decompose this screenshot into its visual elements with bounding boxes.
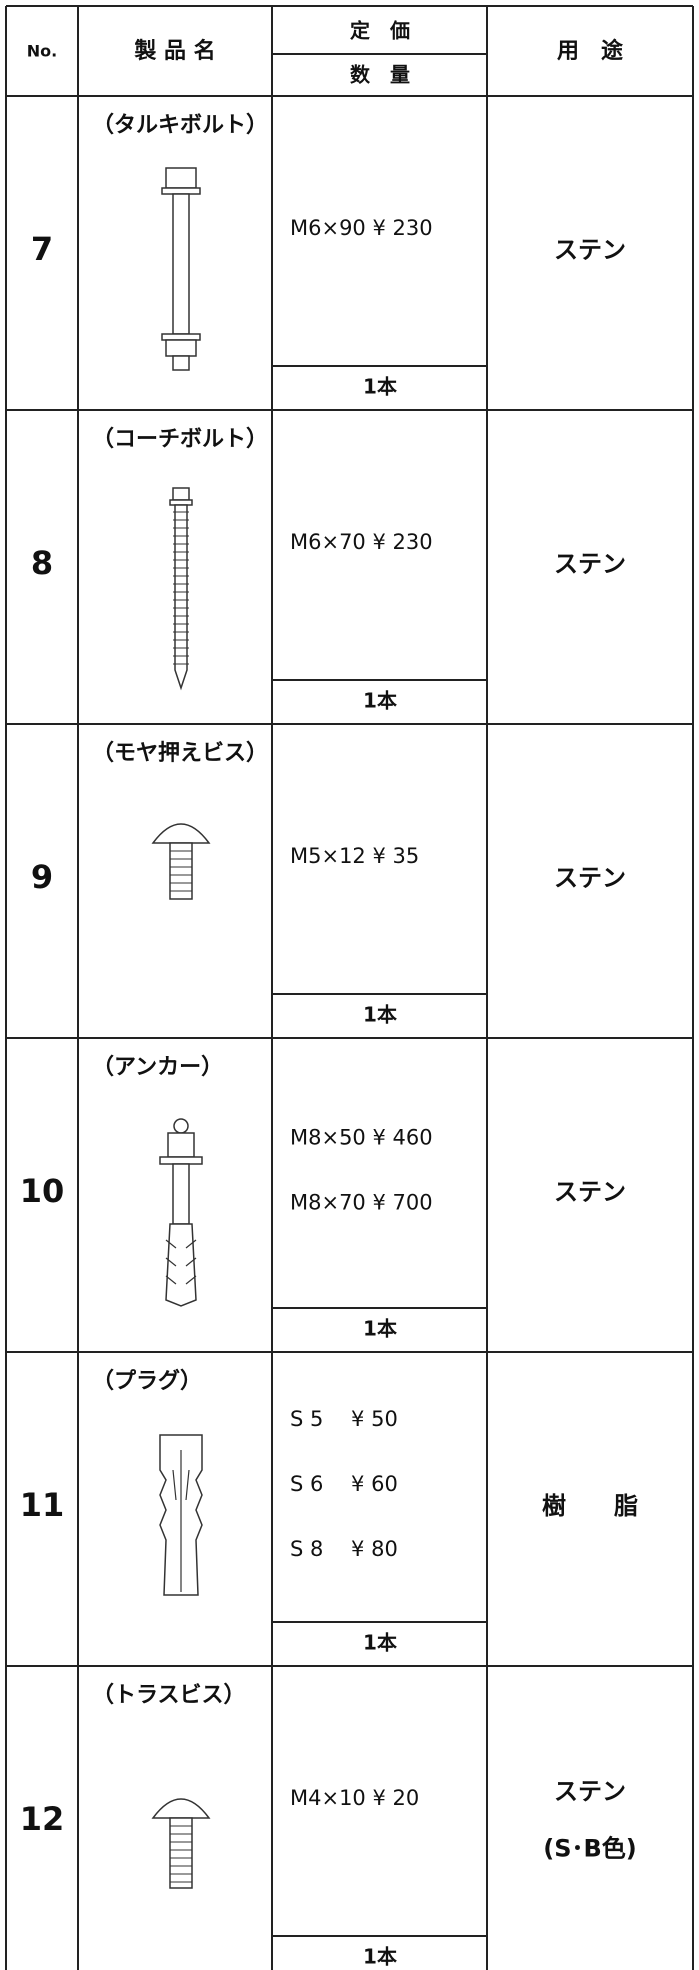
price: M4×10 ¥ 20 — [290, 1786, 419, 1810]
quantity: 1本 — [363, 689, 397, 713]
use: ステン — [554, 1178, 626, 1206]
price: M5×12 ¥ 35 — [290, 844, 419, 868]
use: ステン — [554, 236, 626, 264]
row-no: 10 — [20, 1172, 65, 1210]
quantity: 1本 — [363, 1003, 397, 1027]
icons — [151, 167, 211, 1889]
price: M6×70 ¥ 230 — [290, 530, 433, 554]
price: M8×70 ¥ 700 — [290, 1191, 433, 1215]
use: ステン — [554, 864, 626, 892]
coach-bolt-icon — [169, 487, 193, 691]
quantity: 1本 — [363, 1631, 397, 1655]
bolt-icon — [161, 167, 201, 371]
header-name: 製 品 名 — [133, 38, 215, 64]
header-price: 定 価 — [350, 19, 410, 43]
price: M6×90 ¥ 230 — [290, 216, 433, 240]
row-no: 8 — [31, 544, 53, 582]
screw-icon — [151, 1798, 211, 1889]
use: ステン — [554, 1778, 626, 1806]
screw-icon — [151, 823, 211, 900]
use: 樹 脂 — [542, 1492, 638, 1520]
row-no: 9 — [31, 858, 53, 896]
header-quantity: 数 量 — [350, 63, 410, 87]
use: ステン — [554, 550, 626, 578]
price: S 6 ¥ 60 — [290, 1472, 398, 1496]
product-name: （コーチボルト） — [92, 427, 268, 452]
plug-icon — [159, 1434, 203, 1596]
product-name: （アンカー） — [92, 1055, 223, 1080]
use: (S･B色) — [543, 1835, 637, 1863]
quantity: 1本 — [363, 375, 397, 399]
product-name: （タルキボルト） — [92, 113, 268, 138]
quantity: 1本 — [363, 1945, 397, 1969]
price: S 8 ¥ 80 — [290, 1537, 398, 1561]
product-name: （モヤ押えビス） — [92, 740, 268, 766]
product-name: （トラスビス） — [92, 1683, 246, 1708]
row-no: 12 — [20, 1800, 65, 1838]
header-no: No. — [27, 42, 57, 61]
row-no: 11 — [20, 1486, 65, 1524]
quantity: 1本 — [363, 1317, 397, 1341]
price: M8×50 ¥ 460 — [290, 1126, 433, 1150]
header-use: 用 途 — [557, 38, 624, 64]
anchor-icon — [159, 1118, 203, 1307]
row-no: 7 — [31, 230, 53, 268]
product-name: （プラグ） — [92, 1368, 202, 1394]
price: S 5 ¥ 50 — [290, 1407, 398, 1431]
